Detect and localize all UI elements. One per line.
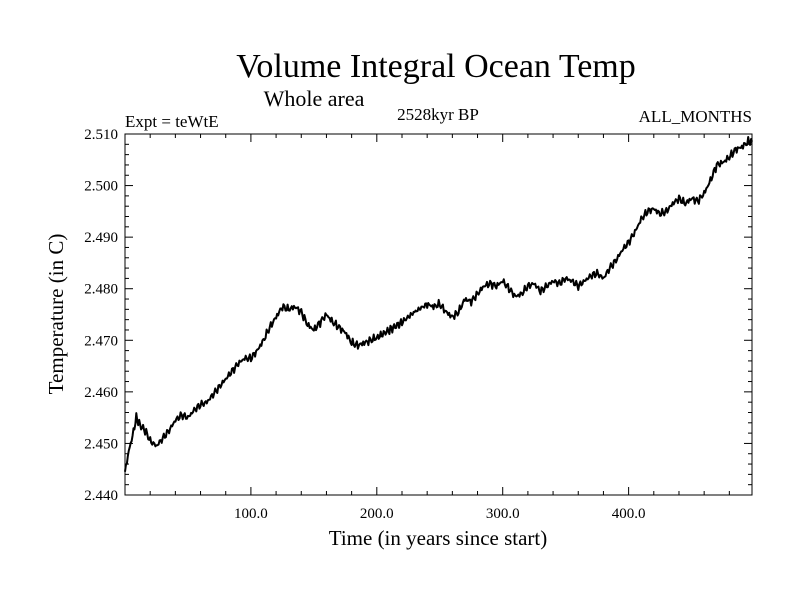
- months-label: ALL_MONTHS: [639, 107, 752, 126]
- y-tick-label: 2.510: [84, 127, 118, 143]
- x-tick-label: 400.0: [612, 506, 646, 522]
- y-tick-label: 2.440: [84, 488, 118, 504]
- temperature-line: [124, 136, 753, 472]
- experiment-label: Expt = teWtE: [125, 112, 219, 131]
- x-tick-label: 200.0: [360, 506, 394, 522]
- x-tick-label: 300.0: [486, 506, 520, 522]
- x-axis-ticks: 100.0 200.0 300.0 400.0: [124, 134, 730, 522]
- x-tick-label: 100.0: [234, 506, 268, 522]
- y-tick-label: 2.480: [84, 282, 118, 298]
- chart-subtitle: Whole area: [264, 86, 365, 111]
- y-axis-ticks: 2.440 2.450 2.460 2.470 2.480 2.490 2.500 2.510: [84, 127, 752, 504]
- y-tick-label: 2.450: [84, 436, 118, 452]
- x-axis-label: Time (in years since start): [329, 526, 548, 550]
- y-axis-label: Temperature (in C): [44, 234, 68, 395]
- chart-title: Volume Integral Ocean Temp: [236, 48, 636, 85]
- y-tick-label: 2.500: [84, 179, 118, 195]
- y-tick-label: 2.470: [84, 333, 118, 349]
- y-tick-label: 2.460: [84, 385, 118, 401]
- plot-frame: [124, 133, 753, 496]
- period-label: 2528kyr BP: [397, 105, 479, 124]
- y-tick-label: 2.490: [84, 230, 118, 246]
